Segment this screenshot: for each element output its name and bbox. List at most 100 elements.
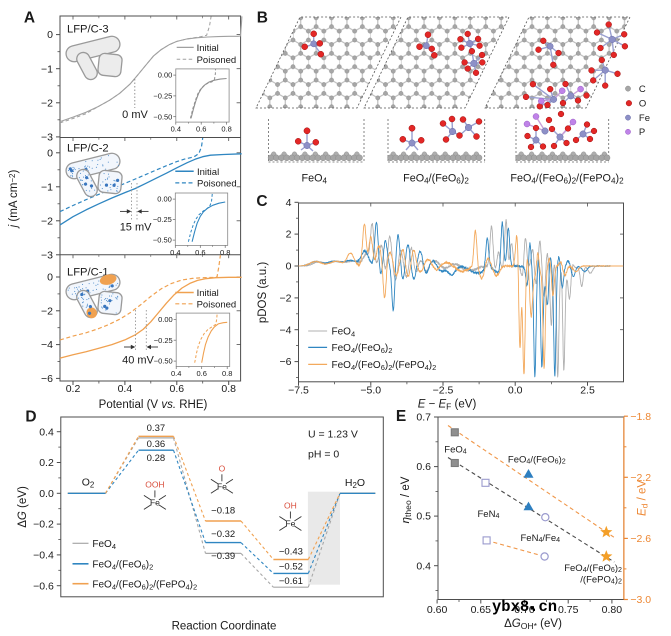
svg-text:−1.8: −1.8 xyxy=(630,411,651,423)
svg-text:FeO4: FeO4 xyxy=(332,327,356,339)
svg-text:−2: −2 xyxy=(41,97,53,109)
svg-text:ΔG (eV): ΔG (eV) xyxy=(17,486,29,528)
svg-text:OH: OH xyxy=(284,501,297,511)
svg-text:−0.2: −0.2 xyxy=(33,519,54,531)
svg-text:FeO4: FeO4 xyxy=(444,445,466,456)
svg-text:0.8: 0.8 xyxy=(222,369,232,378)
svg-text:FeN4: FeN4 xyxy=(478,509,500,520)
svg-text:−0.25: −0.25 xyxy=(153,92,172,101)
svg-text:Poisoned: Poisoned xyxy=(197,179,237,190)
svg-text:−0.39: −0.39 xyxy=(211,551,235,562)
svg-text:Initial: Initial xyxy=(197,167,219,178)
svg-text:−5.0: −5.0 xyxy=(360,385,381,397)
svg-text:−7.5: −7.5 xyxy=(288,385,309,397)
svg-text:−0.6: −0.6 xyxy=(33,580,54,592)
svg-text:0: 0 xyxy=(47,147,53,159)
svg-text:Fe: Fe xyxy=(150,498,160,508)
svg-text:−6: −6 xyxy=(280,356,292,368)
svg-text:−0.25: −0.25 xyxy=(153,215,172,224)
svg-text:0.6: 0.6 xyxy=(196,125,206,134)
svg-text:Poisoned: Poisoned xyxy=(197,55,237,66)
svg-text:Reaction Coordinate: Reaction Coordinate xyxy=(172,621,277,633)
svg-text:Ed / eV: Ed / eV xyxy=(637,480,650,516)
svg-text:0.6: 0.6 xyxy=(196,369,206,378)
svg-text:−4: −4 xyxy=(280,324,292,336)
svg-text:−2.5: −2.5 xyxy=(433,385,454,397)
svg-text:/(FePO4)2: /(FePO4)2 xyxy=(580,574,622,585)
svg-text:0.2: 0.2 xyxy=(39,457,54,469)
svg-text:0.4: 0.4 xyxy=(118,383,133,395)
svg-text:FeN4/Fe4: FeN4/Fe4 xyxy=(521,533,561,544)
svg-text:0.5: 0.5 xyxy=(416,511,431,523)
svg-text:−3.0: −3.0 xyxy=(630,594,651,606)
svg-text:O: O xyxy=(219,463,226,473)
svg-text:U = 1.23 V: U = 1.23 V xyxy=(308,429,358,441)
svg-text:0.75: 0.75 xyxy=(558,604,579,616)
svg-text:0.37: 0.37 xyxy=(147,423,166,434)
svg-text:E − EF (eV): E − EF (eV) xyxy=(418,399,477,412)
svg-text:0.2: 0.2 xyxy=(66,383,81,395)
svg-text:−0.50: −0.50 xyxy=(154,357,173,366)
svg-text:−2: −2 xyxy=(41,215,53,227)
svg-text:Fe: Fe xyxy=(285,519,295,529)
svg-text:−0.52: −0.52 xyxy=(279,561,303,572)
svg-text:pDOS (a.u.): pDOS (a.u.) xyxy=(257,262,269,324)
svg-text:0.8: 0.8 xyxy=(221,125,231,134)
svg-text:0.4: 0.4 xyxy=(39,426,54,438)
svg-text:−0.25: −0.25 xyxy=(154,336,173,345)
svg-text:−2.6: −2.6 xyxy=(630,533,651,545)
svg-text:−2: −2 xyxy=(280,293,292,305)
svg-text:0.70: 0.70 xyxy=(514,604,535,616)
svg-text:0 mV: 0 mV xyxy=(122,109,148,121)
svg-text:Poisoned: Poisoned xyxy=(197,299,237,310)
svg-text:B: B xyxy=(257,10,268,27)
svg-text:E: E xyxy=(396,408,406,425)
svg-text:−2: −2 xyxy=(41,305,53,317)
svg-text:0.00: 0.00 xyxy=(158,315,173,324)
svg-text:0.60: 0.60 xyxy=(427,604,448,616)
svg-text:D: D xyxy=(25,409,36,426)
svg-text:0.4: 0.4 xyxy=(416,560,431,572)
svg-text:0.0: 0.0 xyxy=(39,488,54,500)
svg-text:LFP/C-2: LFP/C-2 xyxy=(67,143,109,155)
svg-text:−2.2: −2.2 xyxy=(630,472,651,484)
svg-text:C: C xyxy=(256,193,267,210)
svg-text:0.4: 0.4 xyxy=(171,125,181,134)
svg-text:0.36: 0.36 xyxy=(147,439,166,450)
svg-text:FeO4/(FeO6)2: FeO4/(FeO6)2 xyxy=(564,563,622,574)
svg-text:0: 0 xyxy=(47,29,53,41)
svg-text:−6: −6 xyxy=(41,373,53,385)
svg-text:O: O xyxy=(639,99,646,110)
svg-text:0.6: 0.6 xyxy=(169,383,184,395)
svg-text:40 mV: 40 mV xyxy=(122,355,154,367)
svg-text:−0.32: −0.32 xyxy=(211,529,235,540)
svg-text:pH = 0: pH = 0 xyxy=(308,448,339,460)
svg-text:FeO4/(FeO6)2/(FePO4)2: FeO4/(FeO6)2/(FePO4)2 xyxy=(510,173,624,186)
svg-text:2.5: 2.5 xyxy=(580,385,595,397)
svg-text:2: 2 xyxy=(286,229,292,241)
svg-text:FeO4: FeO4 xyxy=(92,539,116,551)
svg-text:−0.61: −0.61 xyxy=(279,576,303,587)
svg-text:−1: −1 xyxy=(41,181,53,193)
svg-text:FeO4/(FeO6)2: FeO4/(FeO6)2 xyxy=(92,559,153,571)
svg-text:−0.4: −0.4 xyxy=(33,550,54,562)
svg-text:A: A xyxy=(24,10,35,27)
svg-text:4: 4 xyxy=(286,197,292,209)
svg-text:O2: O2 xyxy=(82,477,95,490)
svg-text:0.4: 0.4 xyxy=(170,248,180,257)
svg-text:0.65: 0.65 xyxy=(471,604,492,616)
svg-text:−1: −1 xyxy=(41,63,53,75)
svg-text:−4: −4 xyxy=(41,339,53,351)
svg-text:Initial: Initial xyxy=(197,43,219,54)
svg-text:−0.50: −0.50 xyxy=(153,236,172,245)
svg-text:FeO4/(FeO6)2: FeO4/(FeO6)2 xyxy=(332,343,393,355)
svg-text:0.28: 0.28 xyxy=(147,453,166,464)
svg-text:0.00: 0.00 xyxy=(158,71,173,80)
svg-text:0.8: 0.8 xyxy=(220,248,230,257)
svg-text:C: C xyxy=(639,84,646,95)
svg-text:0: 0 xyxy=(286,261,292,273)
svg-text:Potential (V vs. RHE): Potential (V vs. RHE) xyxy=(99,399,208,411)
svg-text:−3: −3 xyxy=(41,132,53,144)
svg-text:FeO4/(FeO6)2/(FePO4)2: FeO4/(FeO6)2/(FePO4)2 xyxy=(332,360,437,372)
svg-text:0: 0 xyxy=(47,272,53,284)
